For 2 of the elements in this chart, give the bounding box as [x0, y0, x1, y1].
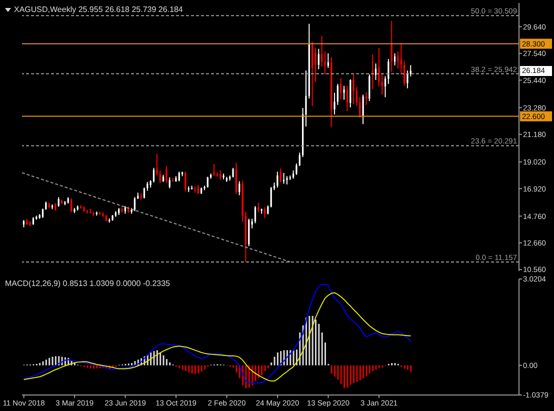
chart-title: MACD(12,26,9) 0.8513 1.0309 0.0000 -0.2335 — [5, 279, 170, 289]
chart-title: XAGUSD,Weekly 25.955 26.618 25.739 26.184 — [14, 5, 183, 15]
